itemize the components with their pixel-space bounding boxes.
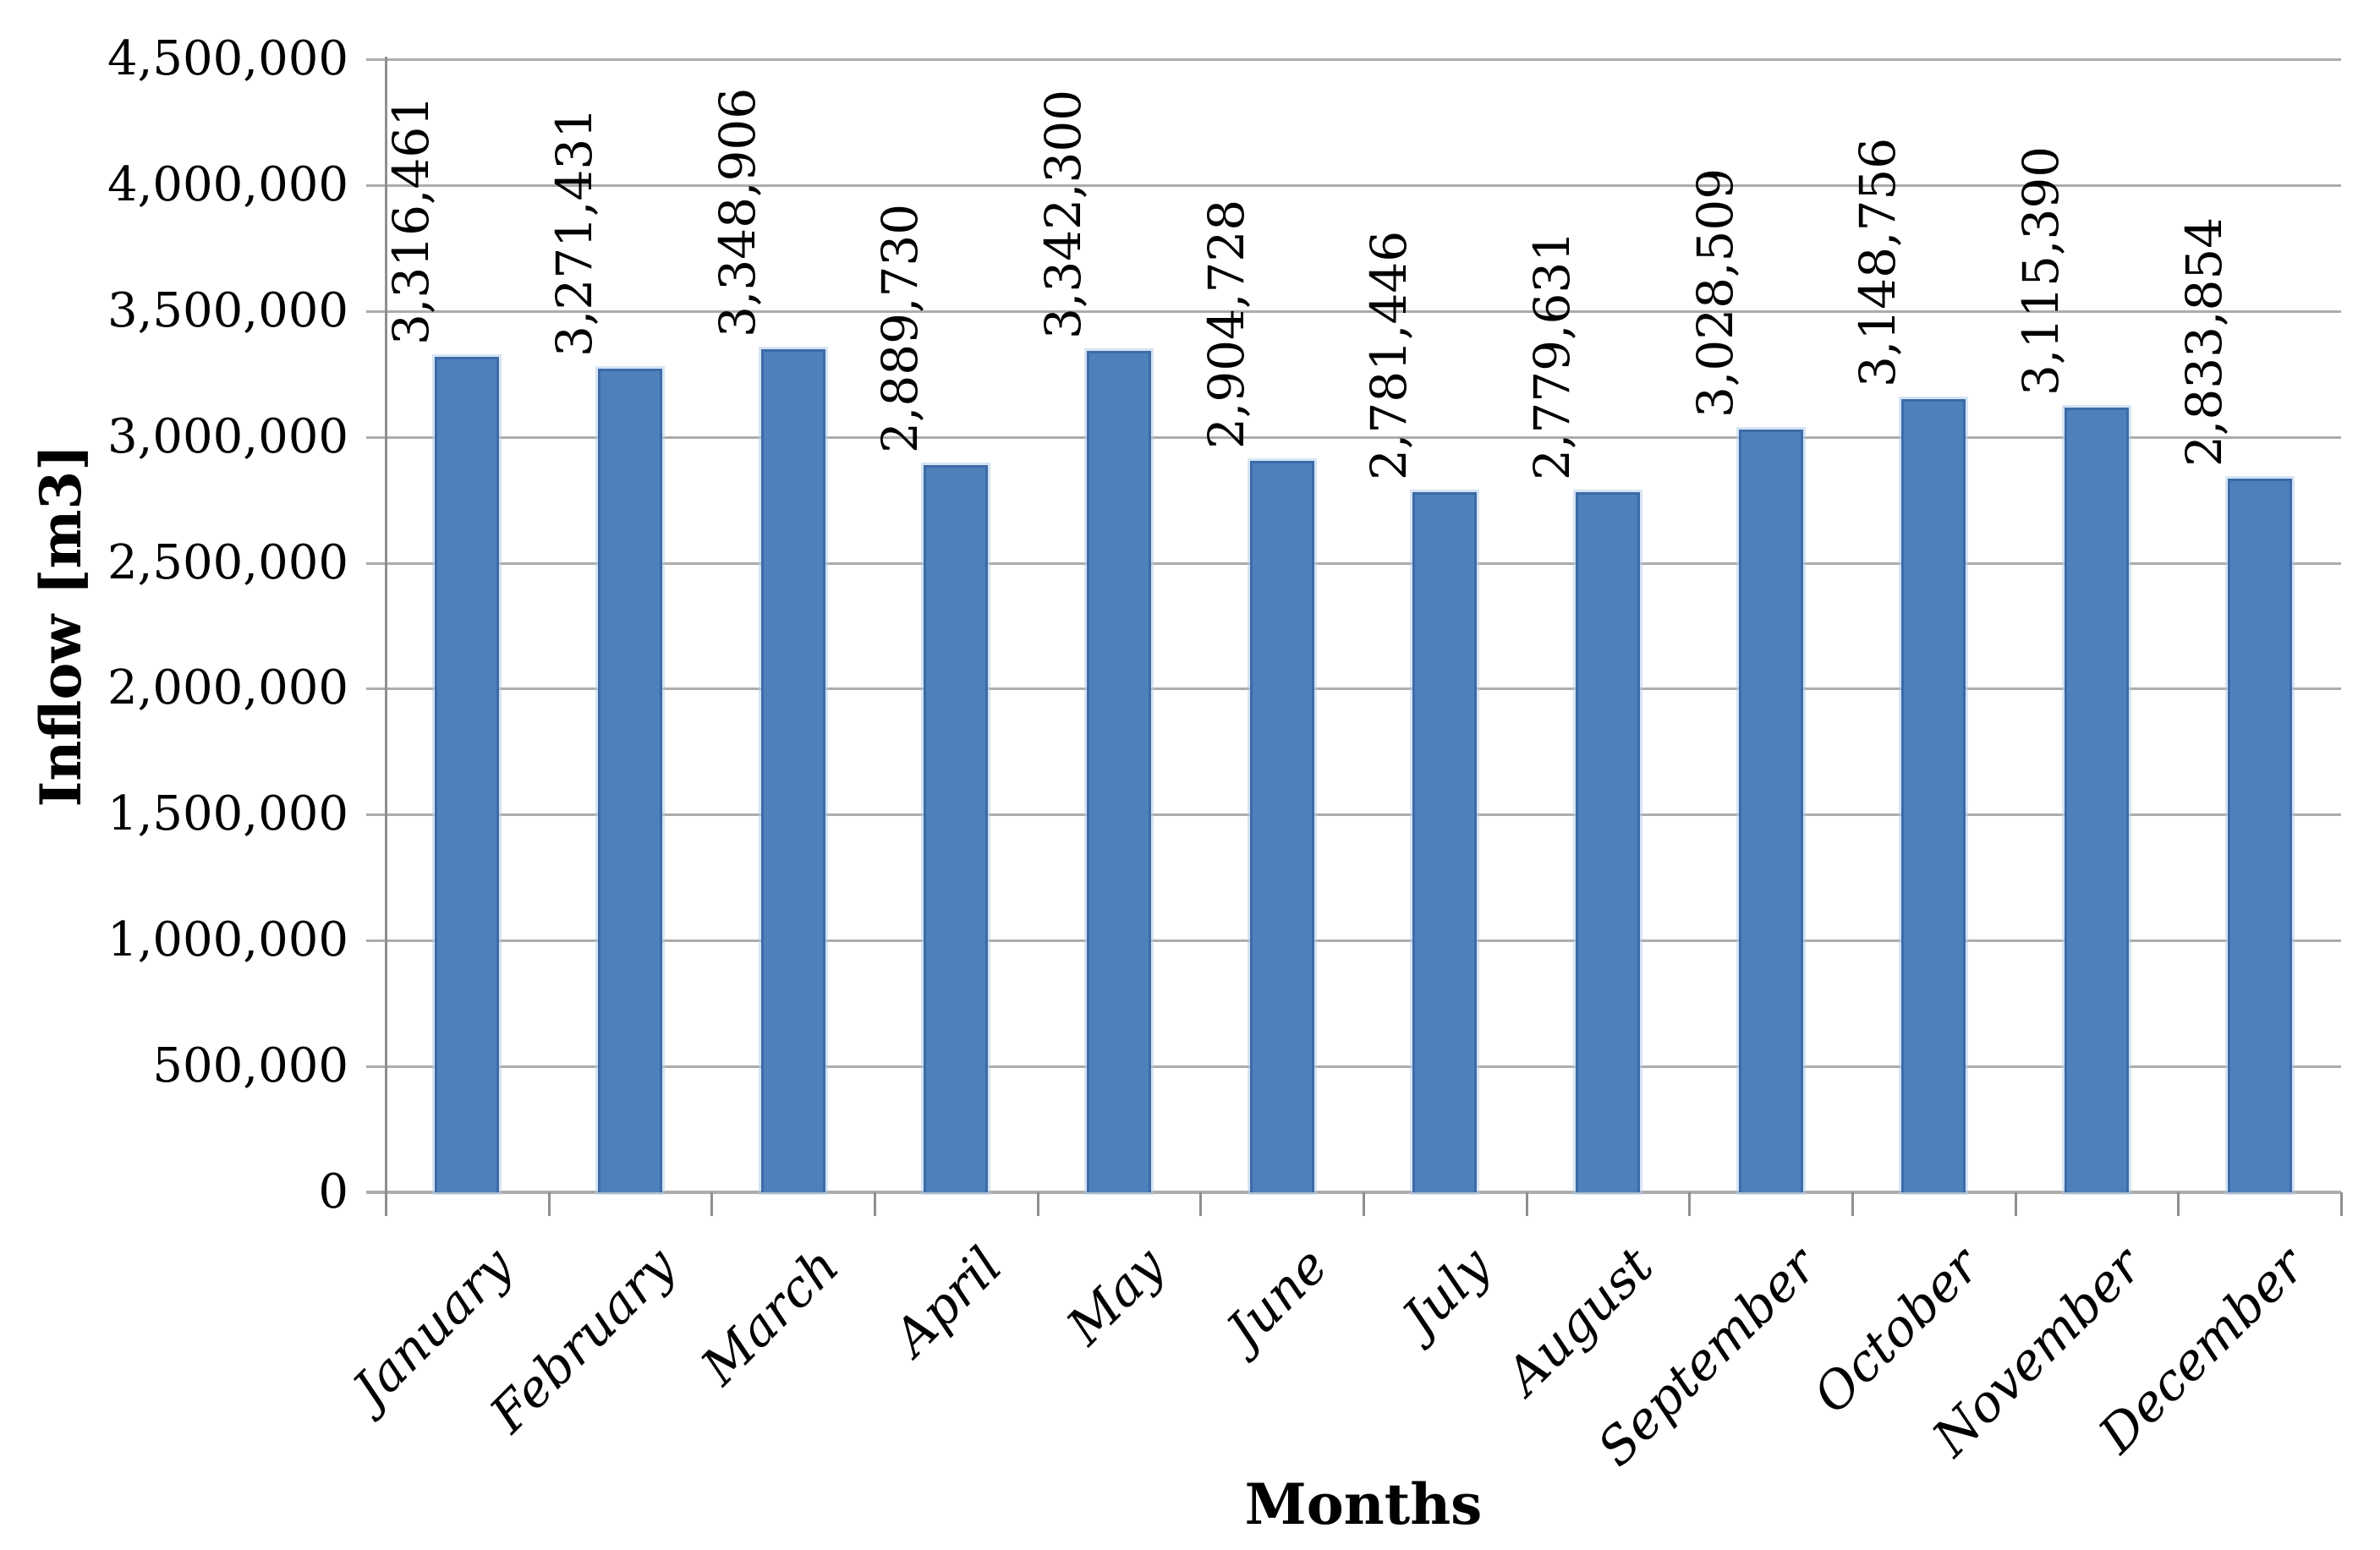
gridline (366, 183, 2341, 187)
bar-value-text: 2,904,728 (1197, 199, 1255, 450)
bar-value-label-december: 2,833,854 (2175, 217, 2288, 467)
bar-value-label-february: 3,271,431 (546, 107, 658, 357)
y-axis-line (385, 57, 387, 1216)
x-axis-tick (1199, 1192, 1203, 1216)
gridline (366, 939, 2341, 943)
x-axis-tick (547, 1192, 551, 1216)
gridline (366, 561, 2341, 565)
y-tick-label: 500,000 (152, 1038, 348, 1094)
y-tick-label: 3,000,000 (107, 408, 348, 464)
bar-value-label-january: 3,316,461 (382, 96, 495, 345)
x-tick-label-text: August (1494, 1236, 1665, 1406)
bar-value-text: 3,348,906 (708, 87, 766, 337)
gridline (366, 687, 2341, 691)
bar-september (1738, 430, 1803, 1192)
bar-value-text: 3,342,300 (1034, 89, 1092, 339)
gridline (366, 309, 2341, 313)
bar-value-text: 2,833,854 (2174, 216, 2233, 468)
bar-value-label-november: 3,115,390 (2012, 146, 2125, 396)
y-tick-label: 2,500,000 (107, 534, 348, 590)
y-tick-label: 0 (318, 1164, 348, 1219)
gridline (366, 813, 2341, 817)
x-axis-tick (710, 1192, 714, 1216)
x-axis-tick (385, 1192, 387, 1216)
y-axis-title-text: Inflow [m3] (28, 444, 94, 808)
bar-may (1087, 350, 1151, 1192)
bar-value-label-may: 3,342,300 (1034, 90, 1147, 339)
bar-april (924, 464, 989, 1192)
bar-february (598, 368, 662, 1192)
bar-october (1901, 399, 1966, 1192)
x-axis-line (366, 1191, 2341, 1194)
y-tick-label: 4,000,000 (107, 156, 348, 212)
y-tick-label: 3,500,000 (107, 282, 348, 338)
bar-august (1576, 492, 1640, 1192)
x-tick-label-text: May (1056, 1236, 1176, 1357)
x-axis-tick (874, 1192, 876, 1216)
gridline (366, 435, 2341, 439)
bar-january (435, 357, 500, 1192)
bar-value-label-april: 2,889,730 (871, 203, 984, 452)
x-tick-label-text: July (1390, 1236, 1502, 1348)
y-tick-label: 1,000,000 (107, 912, 348, 968)
bar-value-label-september: 3,028,509 (1686, 168, 1799, 418)
bar-value-text: 2,781,446 (1360, 230, 1418, 480)
y-tick-label: 4,500,000 (107, 31, 348, 86)
x-tick-label-text: April (882, 1236, 1013, 1367)
x-axis-tick (1525, 1192, 1528, 1216)
bar-march (760, 348, 825, 1192)
x-axis-tick (1036, 1192, 1039, 1216)
x-axis-tick (2340, 1192, 2343, 1216)
gridline (366, 58, 2341, 61)
x-axis-title: Months (1244, 1471, 1483, 1537)
bar-value-label-march: 3,348,906 (709, 88, 821, 337)
bar-value-text: 3,115,390 (2012, 146, 2070, 397)
gridline (366, 1065, 2341, 1069)
bar-july (1412, 491, 1478, 1192)
bar-value-text: 3,316,461 (382, 96, 441, 346)
x-axis-tick (2177, 1192, 2180, 1216)
bar-value-text: 3,028,509 (1686, 167, 1744, 419)
x-axis-tick (2014, 1192, 2017, 1216)
bar-value-label-october: 3,148,756 (1849, 138, 1961, 387)
x-tick-label-text: June (1215, 1236, 1340, 1361)
y-tick-label: 2,000,000 (107, 660, 348, 716)
bar-value-text: 2,889,730 (871, 203, 930, 453)
bar-value-text: 3,271,431 (546, 107, 603, 357)
bar-june (1249, 461, 1314, 1192)
bar-value-label-august: 2,779,631 (1523, 231, 1636, 480)
bar-value-text: 2,779,631 (1523, 231, 1581, 481)
bar-value-text: 3,148,756 (1849, 138, 1907, 388)
bar-november (2065, 408, 2129, 1192)
x-axis-tick (1851, 1192, 1854, 1216)
x-axis-tick (1688, 1192, 1692, 1216)
bar-value-label-june: 2,904,728 (1198, 200, 1310, 449)
x-axis-tick (1363, 1192, 1365, 1216)
bar-december (2227, 479, 2292, 1192)
y-tick-label: 1,500,000 (107, 786, 348, 842)
bar-value-label-july: 2,781,446 (1360, 231, 1472, 480)
x-tick-label-text: March (689, 1236, 851, 1397)
